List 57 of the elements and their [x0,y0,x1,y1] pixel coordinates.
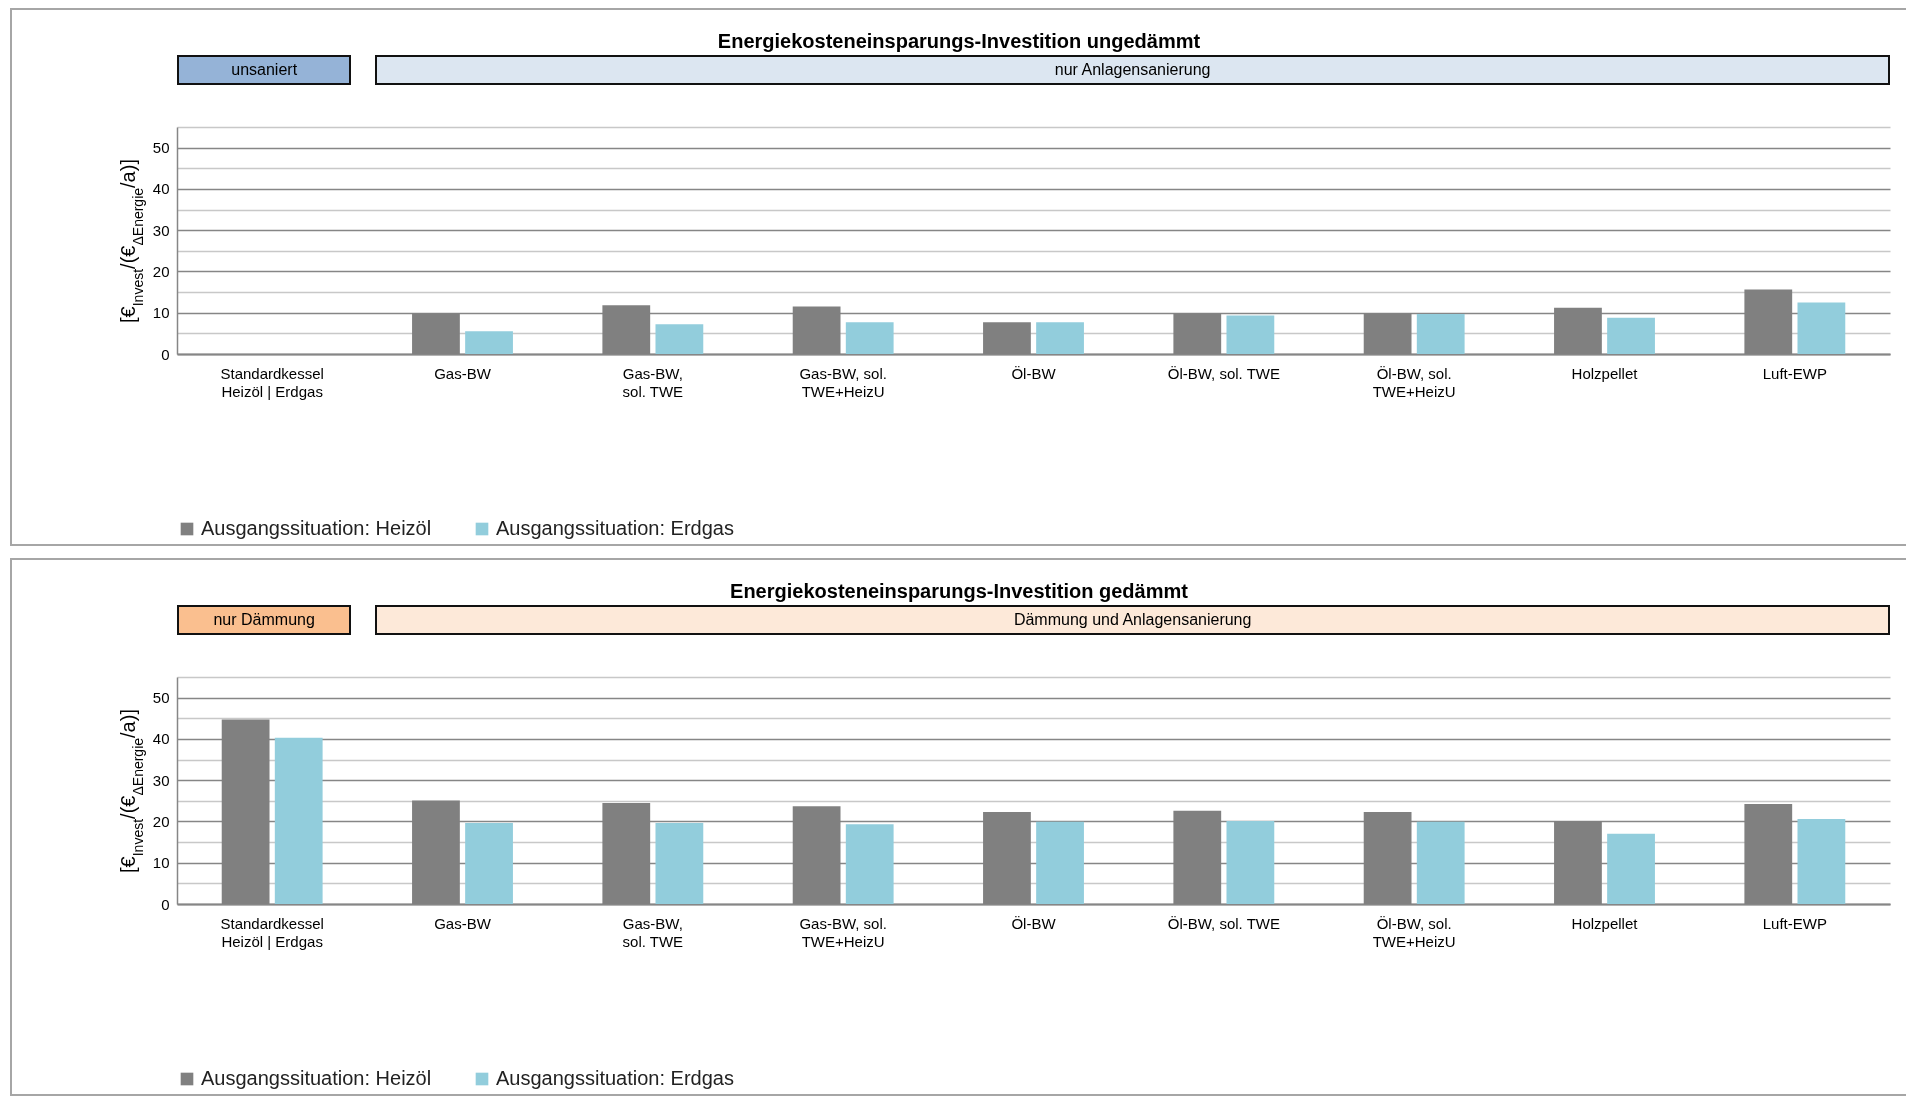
bar [1416,821,1465,904]
bar [465,331,513,354]
bar [274,737,323,904]
bar [845,322,894,354]
x-tick-label: Gas-BW, sol. TWE [622,914,684,950]
x-tick-label: Gas-BW, sol. TWE+HeizU [799,914,887,950]
x-tick-label: Gas-BW [434,914,492,932]
x-tick-label: Öl-BW, sol. TWE+HeizU [1372,364,1456,400]
bar [1797,818,1846,904]
x-tick-label: Holzpellet [1571,364,1639,382]
bar [1036,821,1084,904]
y-tick-label: 10 [152,854,170,872]
x-tick-label: Gas-BW, sol. TWE+HeizU [799,364,887,400]
y-tick-label: 10 [152,304,170,322]
legend-label: Ausgangssituation: Erdgas [496,1067,734,1089]
bar [1607,833,1655,904]
y-tick-label: 30 [152,221,170,239]
x-tick-label: Öl-BW, sol. TWE [1167,364,1280,382]
x-tick-label: Öl-BW [1011,914,1057,932]
legend-label: Ausgangssituation: Heizöl [201,517,432,539]
bar [1226,315,1275,354]
text: nur Dämmung [177,605,352,635]
y-tick-label: 20 [152,262,170,280]
x-tick-label: Öl-BW, sol. TWE [1167,914,1280,932]
bar [1036,322,1084,354]
x-tick-label: Luft-EWP [1762,364,1827,382]
x-tick-label: Gas-BW, sol. TWE [622,364,684,400]
bar [845,824,894,904]
text: nur Anlagensanierung [375,55,1890,85]
x-tick-label: Holzpellet [1571,914,1639,932]
text: unsaniert [177,55,352,85]
chart-title: Energiekosteneinsparungs-Investition ungedämmt [716,30,1202,53]
x-tick-label: Standardkessel Heizöl | Erdgas [220,914,324,950]
y-tick-label: 30 [152,771,170,789]
y-tick-label: 20 [152,812,170,830]
legend-label: Ausgangssituation: Heizöl [201,1067,432,1089]
y-tick-label: 50 [152,689,170,707]
bar [1607,317,1655,354]
bar [1226,821,1275,904]
bar [655,324,704,354]
x-tick-label: Öl-BW, sol. TWE+HeizU [1372,914,1456,950]
chart-title: Energiekosteneinsparungs-Investition gedämmt [729,580,1189,603]
x-tick-label: Luft-EWP [1762,914,1827,932]
x-tick-label: Standardkessel Heizöl | Erdgas [220,364,324,400]
y-tick-label: 0 [161,345,170,363]
y-tick-label: 0 [161,895,170,913]
bar [465,823,513,904]
x-tick-label: Öl-BW [1011,364,1057,382]
y-tick-label: 40 [152,730,170,748]
text: Dämmung und Anlagensanierung [375,605,1890,635]
legend-label: Ausgangssituation: Erdgas [496,517,734,539]
y-tick-label: 50 [152,139,170,157]
bar [1797,302,1846,354]
x-tick-label: Gas-BW [434,364,492,382]
bar [1416,313,1465,354]
y-tick-label: 40 [152,180,170,198]
bar [655,823,704,904]
